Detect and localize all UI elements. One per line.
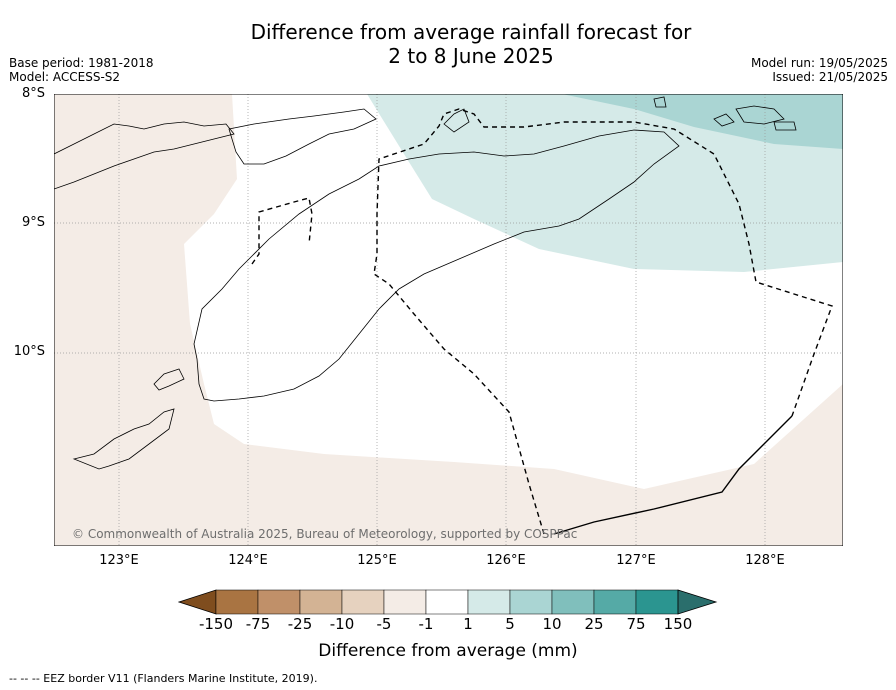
colorbar-label: 150 [663,615,693,633]
colorbar-bin [215,589,259,615]
meta-left: Base period: 1981-2018 Model: ACCESS-S2 [9,56,154,84]
colorbar-bin [593,589,637,615]
colorbar-extend-low [178,589,217,615]
flores-east [54,121,235,190]
colorbar-label: -10 [329,615,355,633]
colorbar-bin [299,589,343,615]
wetter-region-medium [562,94,843,149]
colorbar-bin [551,589,595,615]
colorbar [178,589,718,615]
colorbar-label: 25 [584,615,604,633]
eez-border [251,108,833,535]
colorbar-bin [509,589,553,615]
lat-tick-10s: 10°S [13,344,45,359]
copyright-text: © Commonwealth of Australia 2025, Bureau… [72,527,577,541]
colorbar-title: Difference from average (mm) [318,641,578,661]
colorbar-bin [257,589,301,615]
colorbar-bin [635,589,679,615]
small-island-4 [653,96,667,108]
sumba-coast [72,408,175,470]
colorbar-label: -25 [287,615,313,633]
lon-tick-128e: 128°E [745,553,785,568]
rote-island [153,368,185,391]
lon-tick-125e: 125°E [357,553,397,568]
eez-solid [553,415,793,535]
colorbar-label: -1 [418,615,434,633]
map-panel: © Commonwealth of Australia 2025, Bureau… [54,94,843,546]
issued-text: Issued: 21/05/2025 [772,70,888,84]
colorbar-bin [425,589,469,615]
lon-tick-123e: 123°E [99,553,139,568]
wetter-region-light [367,94,843,272]
footnote: -- -- -- EEZ border V11 (Flanders Marine… [9,672,318,685]
map-title: Difference from average rainfall forecas… [0,20,896,68]
colorbar-label: 10 [542,615,562,633]
small-island-1 [713,113,735,127]
colorbar-label: -150 [198,615,234,633]
eez-dashed [373,108,833,535]
coastlines [54,96,797,470]
colorbar-label: 1 [463,615,473,633]
lon-tick-127e: 127°E [616,553,656,568]
model-text: Model: ACCESS-S2 [9,70,121,84]
lon-tick-126e: 126°E [486,553,526,568]
lat-tick-9s: 9°S [21,215,45,230]
lon-tick-124e: 124°E [228,553,268,568]
colorbar-bin [341,589,385,615]
small-island-3 [773,121,797,131]
gridlines [54,94,843,546]
alor-islands [228,108,377,165]
colorbar-label: 75 [626,615,646,633]
colorbar-label: -5 [376,615,392,633]
eez-dashed-inner [251,197,313,265]
wetar-coast [443,108,470,133]
meta-right: Model run: 19/05/2025 Issued: 21/05/2025 [751,56,888,84]
colorbar-label: -75 [245,615,271,633]
title-line-1: Difference from average rainfall forecas… [250,20,692,44]
colorbar-bin [383,589,427,615]
colorbar-extend-high [677,589,718,615]
small-island-2 [735,105,785,125]
model-run-text: Model run: 19/05/2025 [750,56,888,70]
lat-tick-8s: 8°S [21,86,45,101]
colorbar-label: 5 [505,615,515,633]
timor-island [193,129,680,402]
drier-region-east [714,484,843,546]
title-line-2: 2 to 8 June 2025 [388,44,554,68]
colorbar-bin [467,589,511,615]
base-period-text: Base period: 1981-2018 [9,56,154,70]
